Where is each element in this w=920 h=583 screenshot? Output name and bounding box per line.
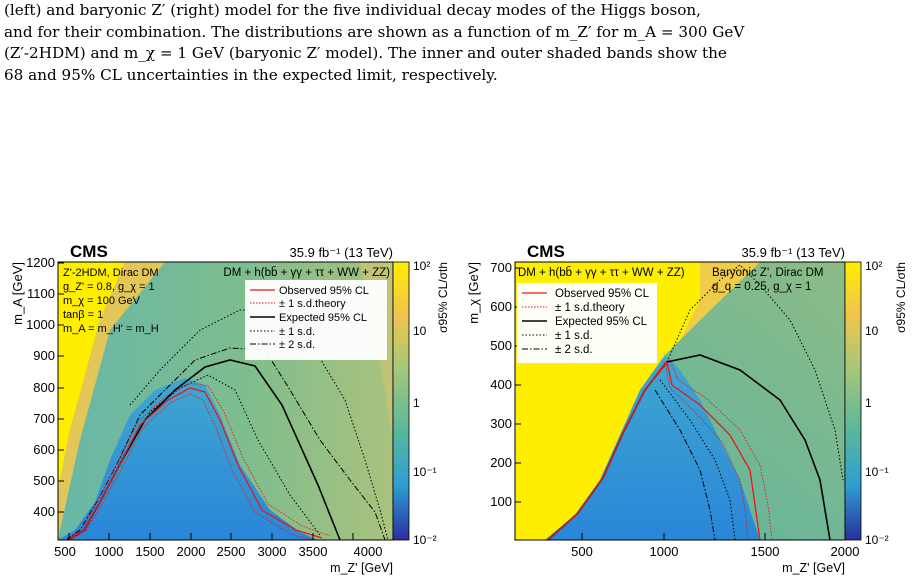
left-model-line: g_Z' = 0.8, g_χ = 1 [63,281,155,293]
left-legend-entry: Observed 95% CL [279,285,369,297]
right-model-line: g_q = 0.25, g_χ = 1 [712,281,811,293]
right-process: DM + h(bb̄ + γγ + ττ + WW + ZZ) [518,266,685,279]
right-ytick: 300 [490,416,512,431]
right-xtick: 1500 [751,544,780,559]
right-legend-entry: ± 1 s.d. [555,330,593,342]
right-xtick: 1000 [650,544,679,559]
right-ylabel: m_χ [GeV] [466,262,481,324]
right-legend-entry: ± 1 s.d.theory [555,302,625,314]
left-legend-entry: ± 2 s.d. [279,339,315,351]
right-legend-entry: Expected 95% CL [555,316,648,328]
left-ztick: 10² [413,259,430,273]
left-xtick: 4000 [354,544,383,559]
left-zlabel: σ95% CL/σth [436,262,450,333]
left-low-region [58,378,318,540]
figure-panels: 500 1000 1500 2000 2500 3000 3500 4000 4… [0,240,920,583]
right-minus2sd [654,389,716,541]
right-cms-label: CMS [527,242,565,261]
left-ytick: 400 [33,504,55,519]
right-ztick: 10² [865,259,882,273]
left-ztick: 10⁻² [413,533,437,547]
left-xlabel: m_Z' [GeV] [330,561,393,575]
left-legend: Observed 95% CL ± 1 s.d.theory Expected … [245,280,387,360]
figure-svg: 500 1000 1500 2000 2500 3000 3500 4000 4… [10,242,908,575]
right-ytick: 200 [490,455,512,470]
left-ztick: 10 [413,324,427,338]
right-legend: Observed 95% CL ± 1 s.d.theory Expected … [517,283,657,363]
left-plot: 500 1000 1500 2000 2500 3000 3500 4000 4… [10,242,450,575]
left-lumi: 35.9 fb⁻¹ (13 TeV) [290,245,393,260]
left-plus1sd [129,309,389,541]
right-plus1sd [666,264,844,481]
right-xtick: 2000 [831,544,860,559]
caption-line-1: (left) and baryonic Z′ (right) model for… [4,1,701,19]
right-ytick: 400 [490,377,512,392]
left-ytick: 600 [33,442,55,457]
right-ztick: 10 [865,324,879,338]
left-xtick: 1500 [136,544,165,559]
left-ytick: 700 [33,411,55,426]
right-colorbar [844,261,862,541]
caption-line-4: 68 and 95% CL uncertainties in the expec… [4,65,498,84]
left-legend-entry: ± 1 s.d. [279,326,315,338]
right-ztick: 10⁻¹ [865,465,889,479]
left-ztick: 1 [413,396,420,410]
right-ytick: 100 [490,494,512,509]
caption-line-2: and for their combination. The distribut… [4,22,745,41]
left-legend-entry: Expected 95% CL [279,312,367,324]
left-xtick: 2500 [217,544,246,559]
right-xtick: 500 [571,544,593,559]
figure-caption: (left) and baryonic Z′ (right) model for… [4,0,916,86]
right-model-line: Baryonic Z', Dirac DM [712,267,823,279]
caption-line-3: (Z′-2HDM) and m_χ = 1 GeV (baryonic Z′ m… [4,44,727,63]
right-ztick: 1 [865,396,872,410]
right-legend-entry: Observed 95% CL [555,288,650,300]
left-ytick: 800 [33,380,55,395]
left-model-line: m_χ = 100 GeV [63,295,141,307]
right-xlabel: m_Z' [GeV] [782,561,845,575]
right-excluded-yellow [515,262,760,540]
left-legend-entry: ± 1 s.d.theory [279,298,346,310]
left-observed [67,387,323,541]
right-zlabel: σ95% CL/σth [894,262,908,333]
left-model-line: m_A = m_H' = m_H [63,323,159,335]
left-observed-minus [69,393,313,541]
right-observed-plus [547,359,773,541]
left-colorbar [392,261,410,541]
right-ytick: 600 [490,299,512,314]
left-ytick: 1100 [27,286,55,301]
left-xtick: 3000 [258,544,287,559]
left-cms-label: CMS [70,242,108,261]
right-ztick: 10⁻² [865,533,889,547]
left-ytick: 1200 [26,255,55,270]
left-excluded-yellow [58,262,125,490]
left-xtick: 2000 [177,544,206,559]
left-ztick: 10⁻¹ [413,465,437,479]
left-ytick: 1000 [26,317,55,332]
right-ytick: 700 [490,260,512,275]
left-ytick: 500 [33,473,55,488]
left-xtick: 3500 [299,544,328,559]
left-process: DM + h(bb̄ + γγ + ττ + WW + ZZ) [223,266,390,279]
left-ylabel: m_A [GeV] [10,262,25,325]
left-model-line: Z'-2HDM, Dirac DM [63,267,159,279]
left-xtick: 500 [54,544,76,559]
right-legend-entry: ± 2 s.d. [555,344,593,356]
left-model-line: tanβ = 1 [63,309,103,321]
right-plot: 500 1000 1500 2000 100 200 300 400 500 6… [466,242,908,575]
left-ytick: 900 [33,348,55,363]
right-lumi: 35.9 fb⁻¹ (13 TeV) [742,245,845,260]
left-xtick: 1000 [95,544,124,559]
right-ytick: 500 [490,338,512,353]
